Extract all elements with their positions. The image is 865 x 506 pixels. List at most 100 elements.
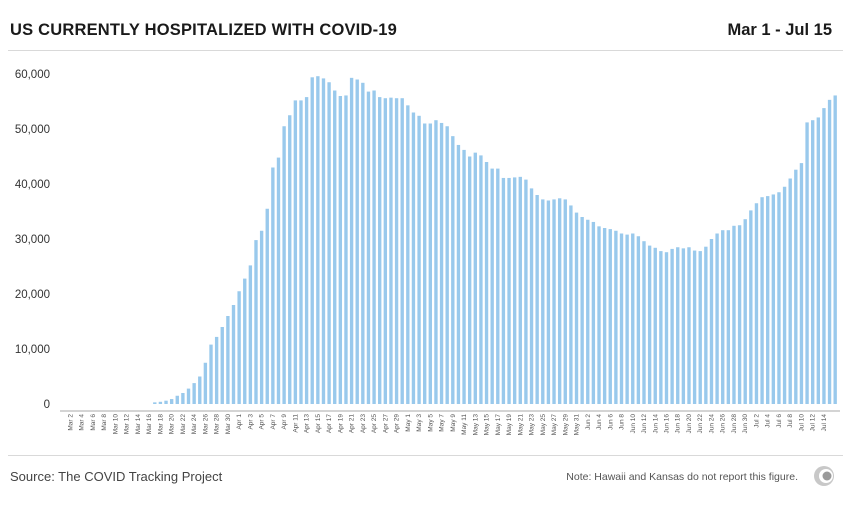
bar (754, 203, 759, 404)
bar (822, 108, 826, 404)
x-tick-label: May 29 (562, 414, 569, 436)
bar (709, 239, 714, 404)
x-tick-label: May 31 (574, 414, 581, 436)
bar (254, 240, 258, 404)
bar (760, 197, 764, 404)
bar (473, 152, 477, 404)
bar (569, 205, 573, 404)
bar (580, 217, 584, 404)
bar (169, 399, 174, 404)
x-tick-label: May 15 (484, 414, 491, 436)
x-tick-label: May 21 (517, 414, 524, 436)
bar (417, 115, 421, 405)
bar (743, 219, 747, 404)
bar (732, 225, 736, 404)
bar (192, 383, 196, 404)
x-tick-label: Apr 23 (360, 414, 367, 434)
x-tick-label: Apr 29 (394, 414, 401, 434)
bar (597, 226, 601, 404)
bar (557, 198, 562, 404)
y-tick-label: 10,000 (15, 344, 50, 356)
bar (535, 195, 539, 404)
bar (400, 98, 404, 404)
x-tick-label: Jun 12 (641, 414, 648, 434)
bar (642, 241, 646, 404)
x-tick-label: Mar 12 (124, 414, 131, 435)
bar (265, 208, 269, 404)
x-tick-label: Mar 30 (225, 414, 232, 435)
x-tick-label: May 5 (427, 414, 434, 432)
x-tick-label: Mar 16 (146, 414, 153, 435)
footnote-text: Note: Hawaii and Kansas do not report th… (566, 471, 798, 483)
x-tick-label: Apr 9 (281, 414, 288, 430)
x-tick-label: Jun 26 (720, 414, 727, 434)
bar (304, 97, 309, 404)
bar (198, 376, 202, 404)
x-tick-label: Apr 11 (292, 414, 299, 433)
y-tick-label: 60,000 (15, 69, 50, 81)
bar (563, 199, 567, 404)
bar (670, 248, 674, 404)
x-tick-label: May 25 (540, 414, 547, 436)
x-tick-label: Apr 17 (326, 414, 333, 434)
x-tick-label: Mar 6 (90, 414, 97, 431)
bar (158, 401, 163, 404)
bar (220, 327, 224, 404)
bar (766, 196, 770, 404)
bars (153, 76, 837, 405)
bar (799, 163, 804, 404)
x-tick-label: Mar 18 (157, 414, 164, 435)
bar (462, 149, 466, 404)
y-tick-label: 40,000 (15, 179, 50, 191)
x-tick-label: Apr 1 (236, 414, 243, 430)
x-tick-label: May 9 (450, 414, 457, 432)
bar (608, 229, 612, 404)
bar (378, 97, 382, 404)
x-tick-label: Mar 26 (202, 414, 209, 435)
x-tick-label: Jul 10 (798, 414, 805, 432)
bar (383, 98, 388, 404)
bar (586, 219, 590, 404)
x-tick-label: Jun 30 (742, 414, 749, 434)
bar (816, 117, 820, 404)
bar (214, 336, 219, 404)
bar (293, 100, 298, 405)
covid-tracking-project-logo-icon (814, 466, 834, 486)
x-tick-label: Jun 10 (630, 414, 637, 434)
x-tick-label: Jun 22 (697, 414, 704, 434)
hospitalization-bar-chart: 0 10,000 20,000 30,000 40,000 50,000 60,000 Ma… (15, 69, 840, 436)
x-tick-label: May 13 (472, 414, 479, 436)
bar (439, 122, 444, 404)
bar (209, 344, 213, 404)
bar (529, 188, 534, 404)
x-tick-label: Jul 12 (810, 414, 817, 432)
x-tick-label: Mar 14 (135, 414, 142, 435)
bar (687, 247, 691, 404)
bar (614, 230, 618, 404)
bar (231, 305, 236, 404)
x-tick-label: Jul 4 (765, 414, 772, 428)
source-text: Source: The COVID Tracking Project (10, 469, 223, 484)
x-tick-label: Mar 22 (180, 414, 187, 435)
bar (310, 77, 314, 405)
x-tick-label: Mar 8 (101, 414, 108, 431)
bar (226, 316, 230, 404)
bar (203, 362, 208, 404)
x-tick-label: Jun 4 (596, 414, 603, 430)
bar (394, 98, 399, 404)
bar (389, 97, 393, 405)
y-tick-label: 50,000 (15, 124, 50, 136)
y-tick-label: 20,000 (15, 289, 50, 301)
x-tick-label: Mar 2 (67, 414, 74, 431)
bar (248, 265, 253, 404)
x-tick-label: Jul 14 (821, 414, 828, 432)
bar (338, 96, 343, 404)
x-axis: Mar 2 Mar 4 Mar 6 Mar 8 Mar 10 Mar 12 Mar 14 Ma… (67, 414, 828, 436)
x-tick-label: Apr 21 (349, 414, 356, 434)
x-tick-label: May 19 (506, 414, 513, 436)
x-tick-label: Jun 28 (731, 414, 738, 434)
bar (288, 115, 292, 404)
bar (501, 177, 506, 404)
bar (456, 144, 461, 404)
bar (636, 236, 641, 404)
